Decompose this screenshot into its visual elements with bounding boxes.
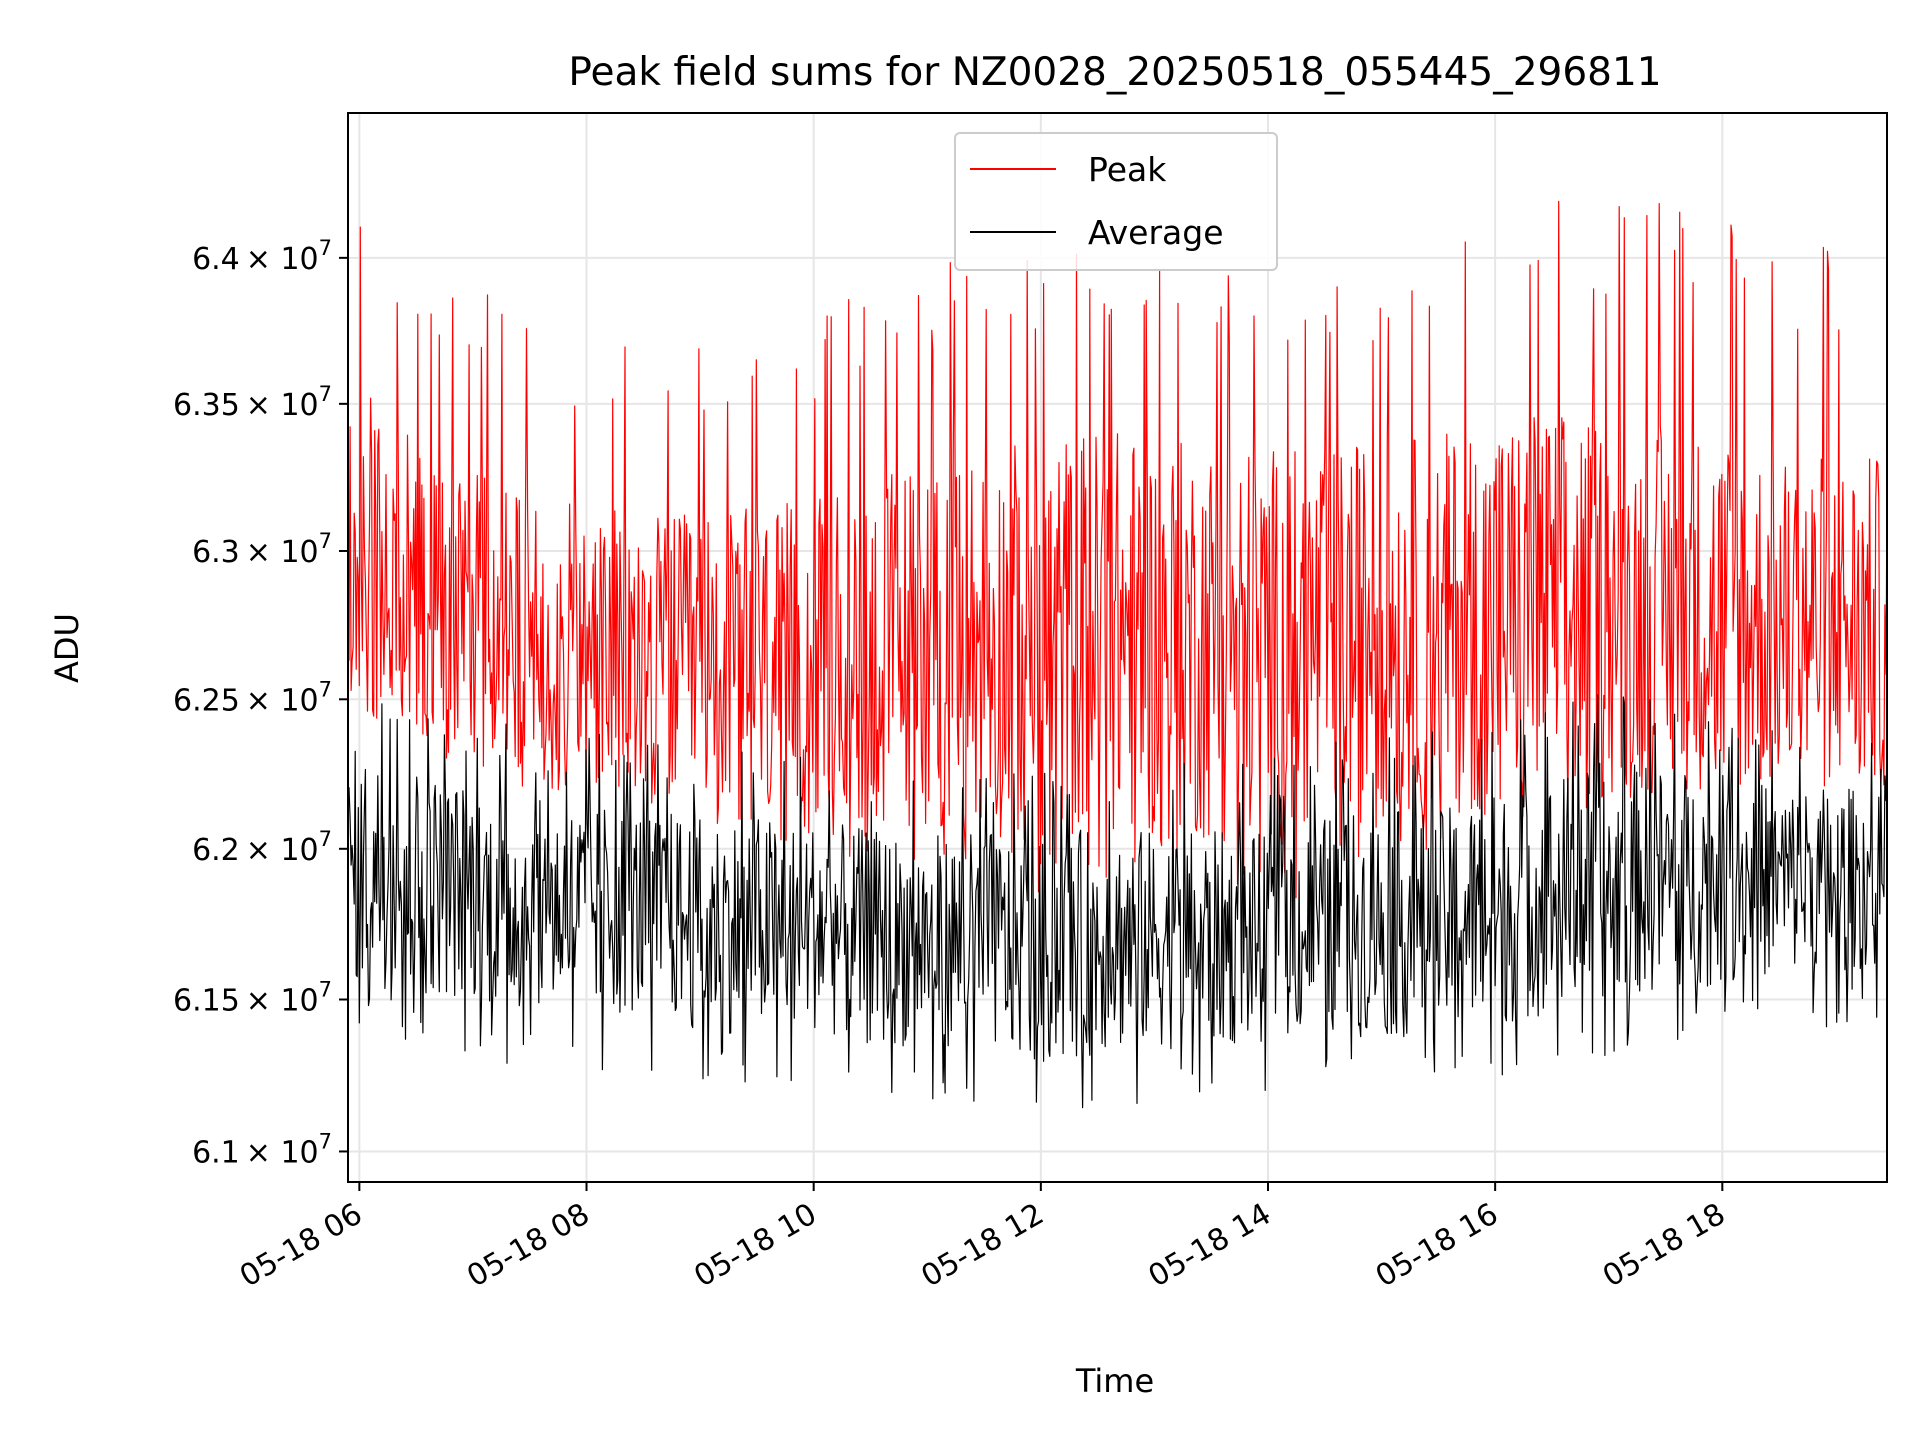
y-tick-times-ten: × 10 xyxy=(240,242,319,277)
y-tick-exponent: 7 xyxy=(319,1129,332,1153)
y-axis-title: ADU xyxy=(48,613,86,683)
x-axis-title: Time xyxy=(1075,1362,1154,1400)
y-tick-label: 6.15 × 107 xyxy=(173,978,332,1019)
y-tick-label: 6.35 × 107 xyxy=(173,382,332,423)
y-tick-times-ten: × 10 xyxy=(240,1135,319,1170)
y-tick-exponent: 7 xyxy=(319,978,332,1002)
series-layer xyxy=(348,200,1887,1109)
y-tick-times-ten: × 10 xyxy=(240,388,319,423)
series-line-peak xyxy=(348,200,1887,899)
legend-box xyxy=(954,132,1278,271)
y-tick-mantissa: 6.3 xyxy=(192,535,240,570)
y-tick-label: 6.4 × 107 xyxy=(192,236,332,277)
y-tick-mantissa: 6.25 xyxy=(173,683,240,718)
y-tick-mantissa: 6.1 xyxy=(192,1135,240,1170)
plot-frame xyxy=(347,112,1888,1183)
y-tick-exponent: 7 xyxy=(319,382,332,406)
y-tick-exponent: 7 xyxy=(319,677,332,701)
y-tick-label: 6.25 × 107 xyxy=(173,677,332,718)
y-tick-times-ten: × 10 xyxy=(240,683,319,718)
y-tick-mantissa: 6.4 xyxy=(192,242,240,277)
y-tick-exponent: 7 xyxy=(319,529,332,553)
y-tick-label: 6.2 × 107 xyxy=(192,827,332,868)
series-line-average xyxy=(348,694,1887,1109)
legend-label-peak: Peak xyxy=(1088,150,1167,189)
y-tick-times-ten: × 10 xyxy=(240,984,319,1019)
y-tick-mantissa: 6.35 xyxy=(173,388,240,423)
y-tick-label: 6.3 × 107 xyxy=(192,529,332,570)
legend: Peak Average xyxy=(954,132,1278,271)
y-tick-exponent: 7 xyxy=(319,827,332,851)
y-tick-times-ten: × 10 xyxy=(240,833,319,868)
y-tick-mantissa: 6.15 xyxy=(173,984,240,1019)
y-tick-mantissa: 6.2 xyxy=(192,833,240,868)
legend-label-average: Average xyxy=(1088,213,1224,252)
y-tick-label: 6.1 × 107 xyxy=(192,1129,332,1170)
y-tick-times-ten: × 10 xyxy=(240,535,319,570)
y-tick-exponent: 7 xyxy=(319,236,332,260)
chart-title: Peak field sums for NZ0028_20250518_0554… xyxy=(568,50,1661,95)
